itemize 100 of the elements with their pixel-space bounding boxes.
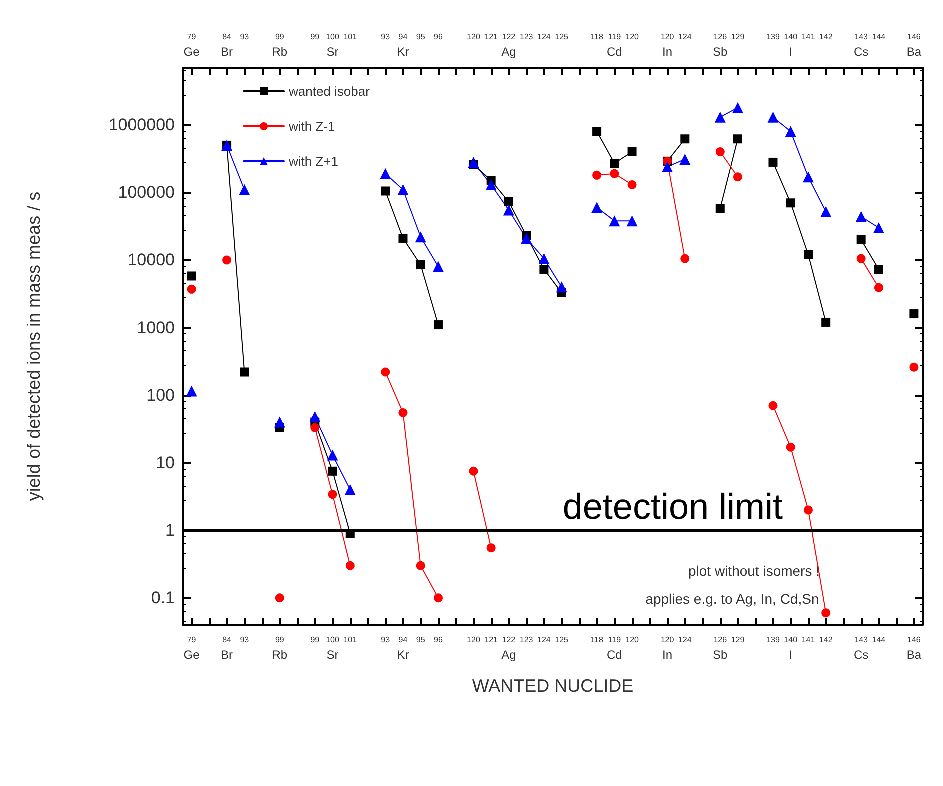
x-tick-label: 141 (802, 636, 816, 644)
point (327, 450, 338, 461)
x-tick-label: 121 (484, 636, 499, 644)
x-tick-label: 99 (310, 636, 320, 644)
point (734, 134, 742, 144)
y-tick-label: 100 (146, 386, 175, 405)
point (274, 416, 286, 428)
category-label: 94 Kr (397, 32, 410, 59)
point (381, 186, 390, 196)
category-label: 96 (434, 32, 443, 42)
x-tick-label: 140 I (784, 636, 798, 662)
category-label: 124 (678, 32, 692, 42)
point (486, 544, 496, 553)
point (521, 232, 532, 244)
point (768, 158, 778, 167)
point (734, 172, 742, 182)
y-tick-label: 0.1 (151, 588, 175, 608)
x-tick-label: 142 (819, 636, 834, 644)
point (398, 234, 408, 243)
point (592, 202, 603, 214)
point (716, 204, 725, 214)
category-label: 144 (872, 32, 886, 42)
y-tick-label: 1000 (137, 318, 175, 338)
x-tick-label: 126 Sb (713, 636, 728, 662)
point (239, 184, 250, 196)
x-tick-label: 139 (766, 636, 780, 644)
point (714, 112, 726, 123)
x-tick-label: 122 Ag (502, 636, 516, 662)
category-label: 141 (802, 32, 816, 42)
x-tick-label: 124 (678, 636, 692, 644)
point (786, 198, 796, 208)
point (910, 310, 919, 319)
point (856, 235, 866, 244)
annotation: applies e.g. to Ag, In, Cd,Sn (646, 591, 820, 607)
point (310, 423, 320, 432)
point (434, 594, 443, 603)
point (540, 264, 549, 274)
x-tick-label: 146 Ba (906, 636, 922, 662)
point (222, 256, 232, 265)
point (680, 134, 690, 144)
point (628, 180, 637, 190)
point (628, 147, 637, 156)
category-label: 119 Cd (606, 32, 622, 59)
x-tick-label: 79 Ge (184, 636, 200, 662)
category-label: 100 Sr (326, 32, 340, 59)
point (626, 216, 638, 227)
category-label: 79 Ge (184, 32, 200, 59)
x-tick-label: 100 Sr (326, 636, 340, 662)
y-tick-label: 100000 (118, 183, 175, 202)
x-tick-label: 95 (416, 636, 426, 644)
x-tick-label: 119 Cd (606, 636, 622, 662)
point (592, 170, 602, 180)
y-tick-label: 10000 (128, 250, 175, 270)
legend-label: with Z+1 (288, 154, 338, 169)
category-label: 95 (416, 32, 426, 42)
point (874, 264, 884, 274)
x-tick-label: 120 In (660, 636, 675, 662)
point (416, 561, 426, 570)
point (187, 284, 196, 294)
category-label: 118 (590, 32, 604, 42)
x-tick-label: 144 (872, 636, 886, 644)
point (680, 154, 691, 165)
point (874, 283, 884, 292)
x-tick-label: 120 (626, 636, 640, 644)
category-label: 139 (766, 32, 780, 42)
point (240, 368, 250, 377)
point (662, 161, 674, 172)
x-tick-label: 99 Rb (272, 636, 288, 662)
point (785, 126, 796, 138)
point (610, 169, 620, 178)
point (680, 254, 690, 264)
x-tick-label: 123 (520, 636, 534, 644)
point (380, 168, 392, 180)
category-label: 146 Ba (906, 32, 922, 59)
x-tick-label: 101 (344, 636, 358, 644)
point (768, 401, 778, 410)
point (802, 172, 814, 183)
category-label: 101 (344, 32, 358, 42)
point (732, 102, 744, 114)
category-label: 120 (467, 32, 480, 42)
point (820, 206, 832, 218)
x-tick-label: 93 (240, 636, 250, 644)
legend-label: wanted isobar (288, 84, 371, 99)
category-label: 120 In (660, 32, 674, 59)
point (434, 320, 443, 330)
y-tick-label: 10 (156, 453, 175, 472)
point (416, 260, 426, 270)
point (592, 127, 602, 136)
point (468, 156, 480, 168)
point (538, 253, 550, 264)
x-tick-label: 84 Br (221, 636, 234, 662)
point (328, 466, 338, 476)
category-label: 126 Sb (713, 32, 728, 59)
category-label: 99 Rb (272, 32, 288, 59)
point (398, 184, 409, 196)
point (415, 232, 426, 243)
point (344, 484, 356, 496)
category-label: 93 (240, 32, 250, 42)
point (804, 250, 813, 260)
y-tick-label: 1 (166, 521, 175, 540)
